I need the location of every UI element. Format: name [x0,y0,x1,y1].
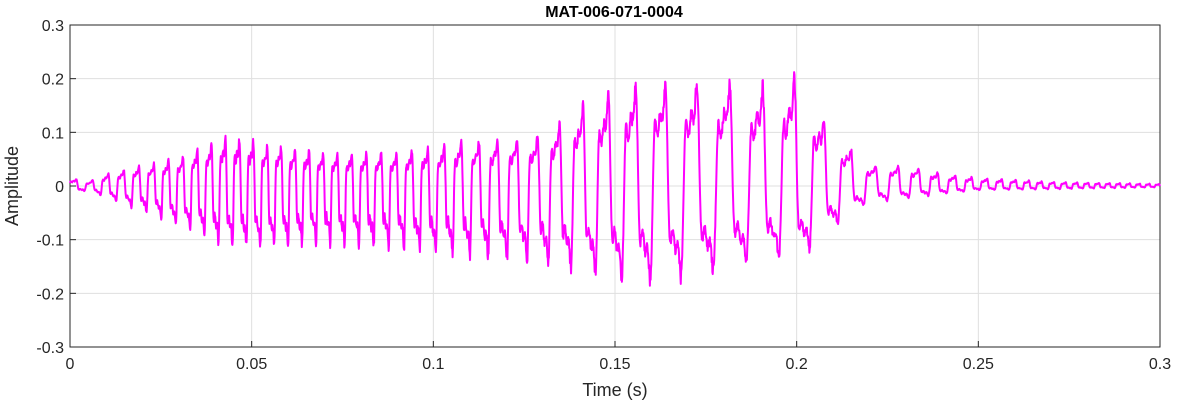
y-tick-label: 0 [55,179,64,196]
y-tick-label: 0.1 [42,125,64,142]
x-tick-label: 0 [66,356,75,373]
x-tick-label: 0.15 [599,356,630,373]
y-tick-label: 0.3 [42,18,64,35]
amplitude-series-line [69,71,1161,287]
x-tick-label: 0.1 [422,356,444,373]
plot-area [69,71,1161,287]
x-tick-label: 0.05 [236,356,267,373]
x-tick-label: 0.25 [963,356,994,373]
chart-title: MAT-006-071-0004 [545,4,683,21]
y-axis-label: Amplitude [2,146,22,226]
y-tick-label: 0.2 [42,72,64,89]
x-axis: 0 0.05 0.1 0.15 0.2 0.25 0.3 [66,341,1171,373]
y-tick-label: -0.3 [36,340,64,357]
y-tick-label: -0.1 [36,233,64,250]
y-axis: 0.3 0.2 0.1 0 -0.1 -0.2 -0.3 [36,18,76,357]
x-tick-label: 0.2 [786,356,808,373]
y-tick-label: -0.2 [36,286,64,303]
x-axis-label: Time (s) [582,380,647,400]
x-tick-label: 0.3 [1149,356,1171,373]
